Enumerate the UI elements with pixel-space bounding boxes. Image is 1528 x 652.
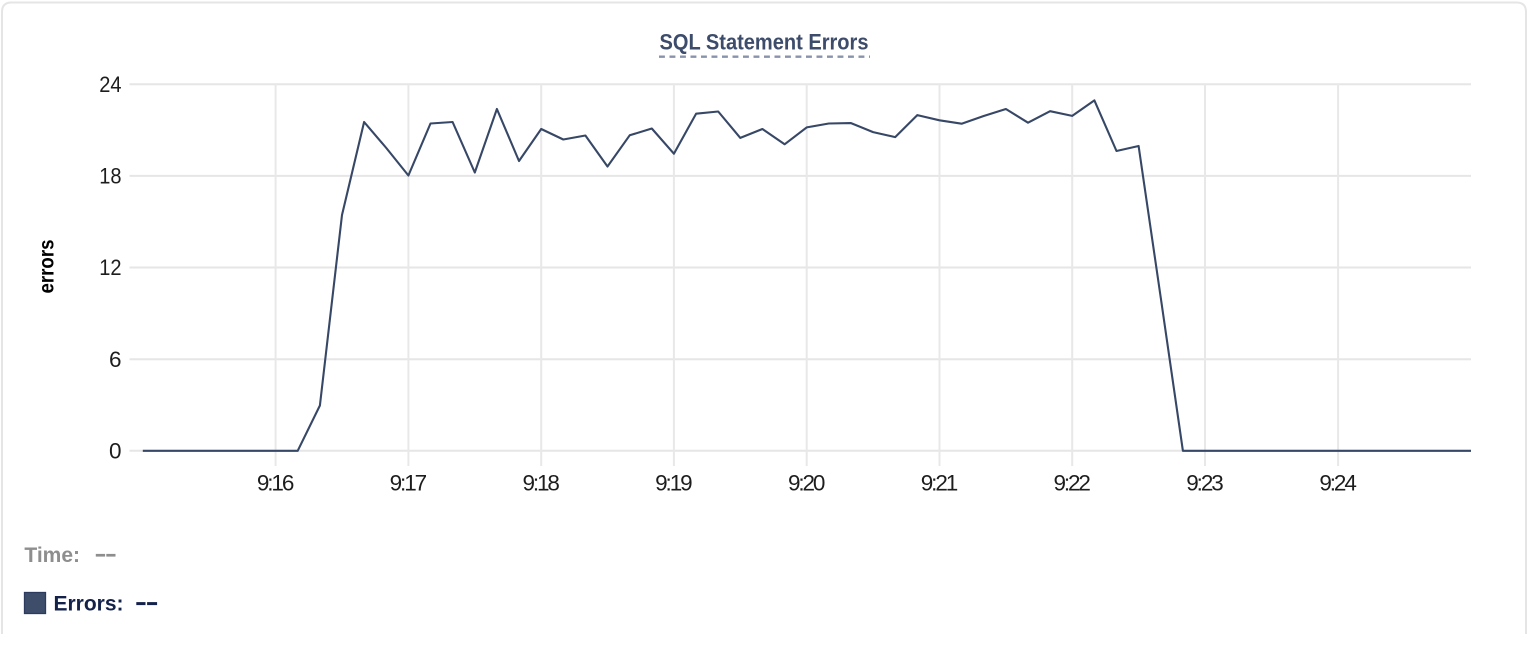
- svg-text:9:17: 9:17: [390, 471, 428, 496]
- svg-text:errors: errors: [35, 239, 59, 293]
- svg-text:9:19: 9:19: [655, 471, 693, 496]
- svg-text:Time:: Time:: [24, 544, 80, 567]
- svg-text:SQL Statement Errors: SQL Statement Errors: [660, 29, 869, 54]
- svg-text:9:24: 9:24: [1319, 471, 1357, 496]
- svg-text:9:21: 9:21: [921, 471, 959, 496]
- svg-text:9:20: 9:20: [788, 471, 826, 496]
- svg-text:0: 0: [109, 439, 122, 464]
- svg-text:6: 6: [109, 347, 122, 372]
- svg-text:9:22: 9:22: [1053, 471, 1091, 496]
- svg-text:9:16: 9:16: [257, 471, 295, 496]
- svg-text:24: 24: [99, 72, 121, 97]
- svg-text:12: 12: [99, 255, 121, 280]
- svg-text:18: 18: [99, 164, 121, 189]
- svg-text:Errors:: Errors:: [54, 592, 124, 615]
- svg-text:9:23: 9:23: [1186, 471, 1224, 496]
- svg-text:9:18: 9:18: [522, 471, 560, 496]
